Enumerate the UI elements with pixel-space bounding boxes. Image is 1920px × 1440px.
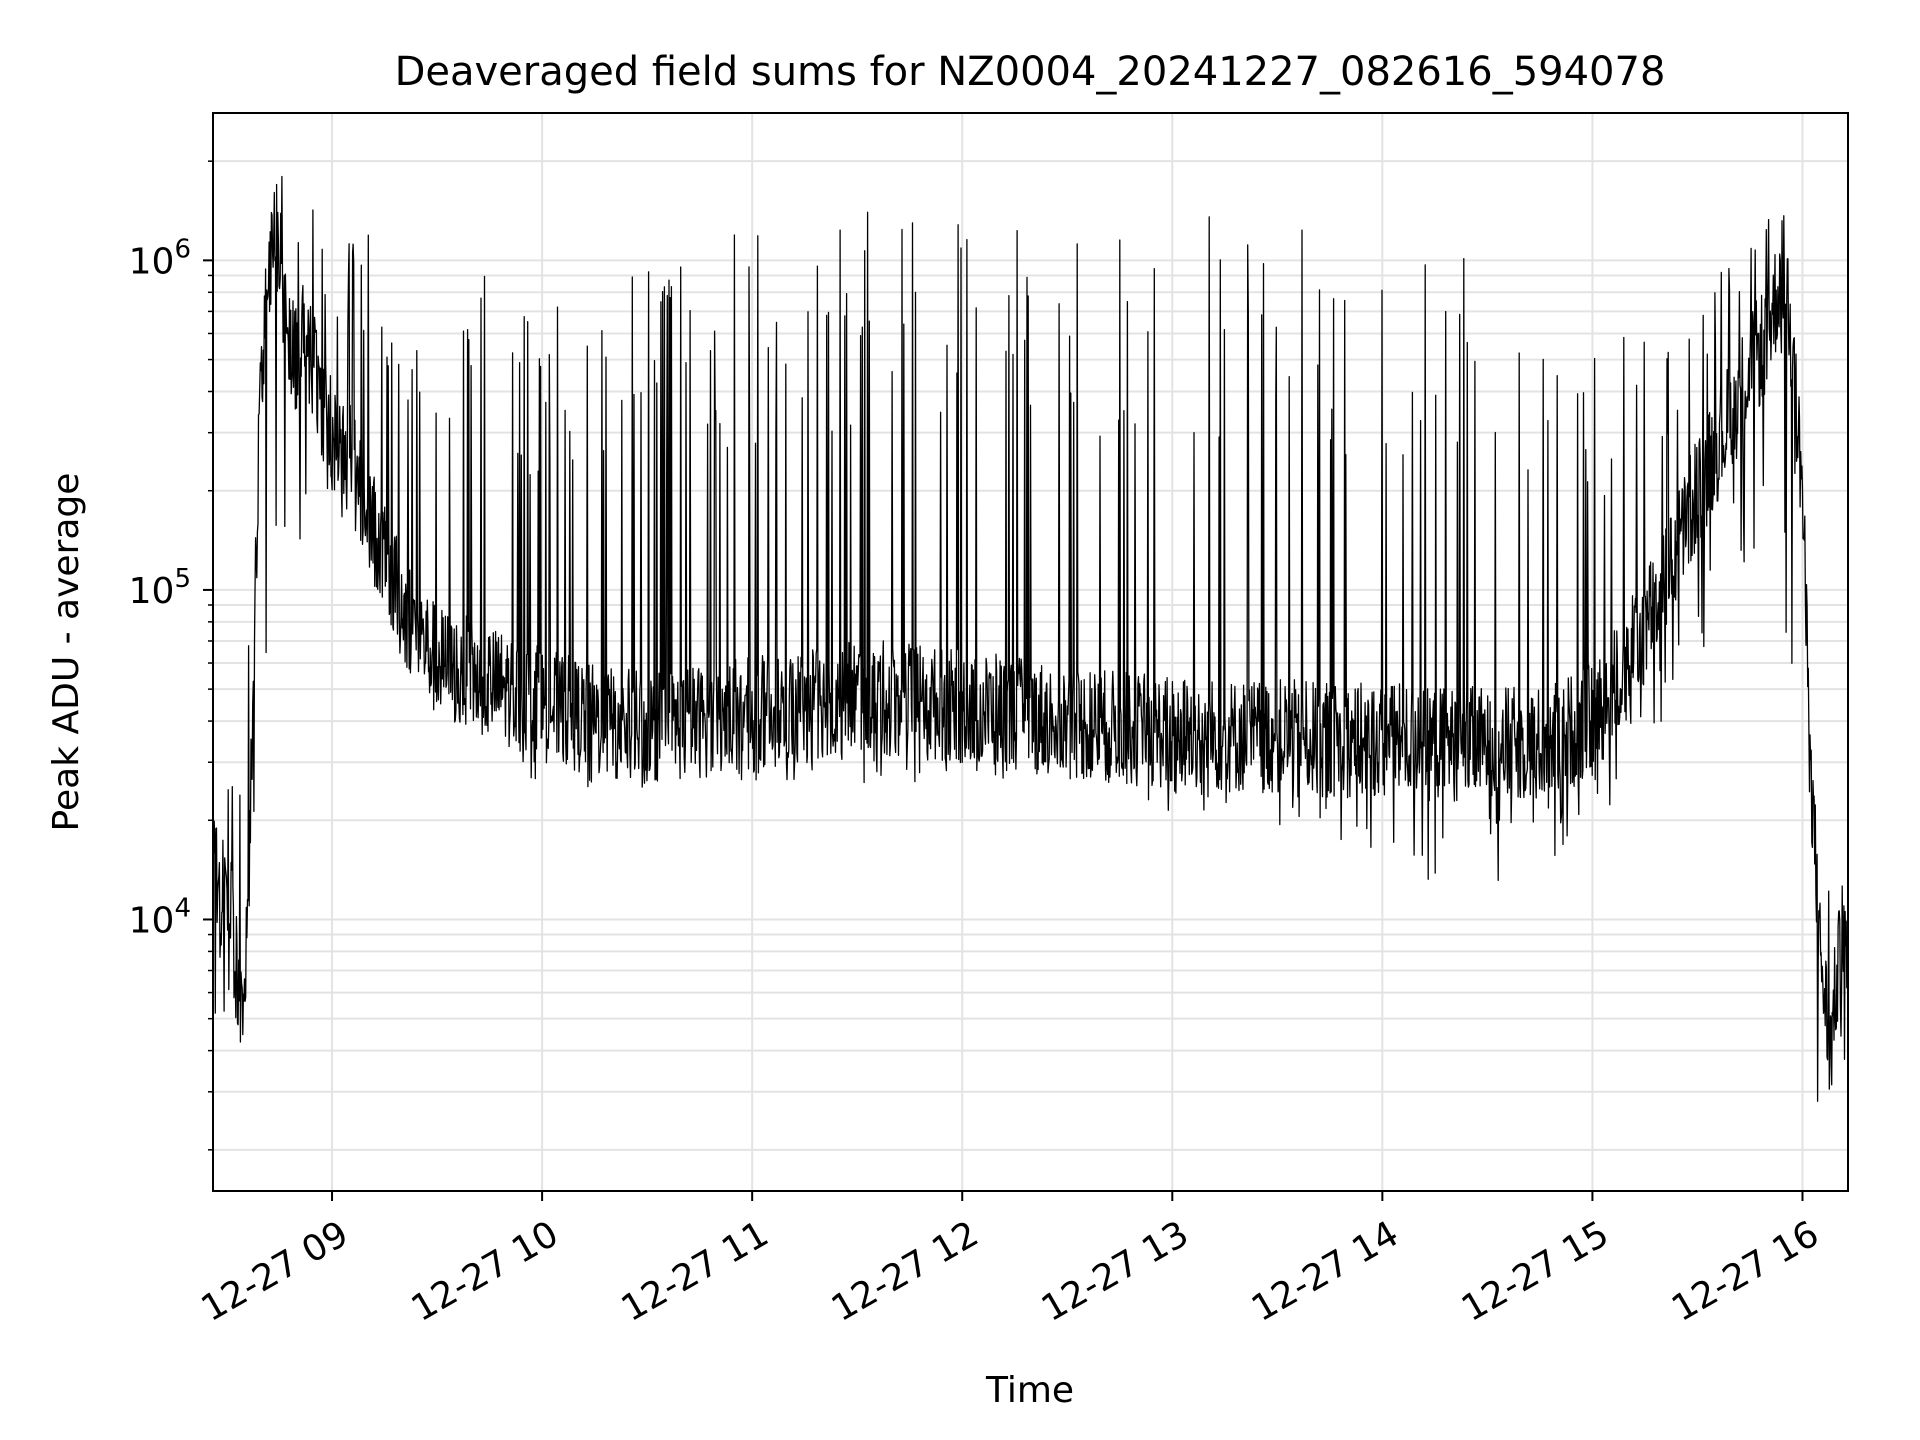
series-line (212, 175, 1849, 1102)
y-axis: 104 105 106 (129, 160, 213, 1151)
plot-area-frame (212, 112, 1849, 1192)
y-tick-label: 105 (129, 564, 191, 612)
chart-title: Deaveraged field sums for NZ0004_2024122… (395, 49, 1666, 95)
y-tick-label: 106 (129, 234, 191, 282)
x-axis-label: Time (985, 1370, 1074, 1411)
y-axis-label: Peak ADU - average (46, 473, 87, 832)
series-trace (212, 175, 1849, 1102)
y-tick-label: 104 (129, 893, 191, 941)
